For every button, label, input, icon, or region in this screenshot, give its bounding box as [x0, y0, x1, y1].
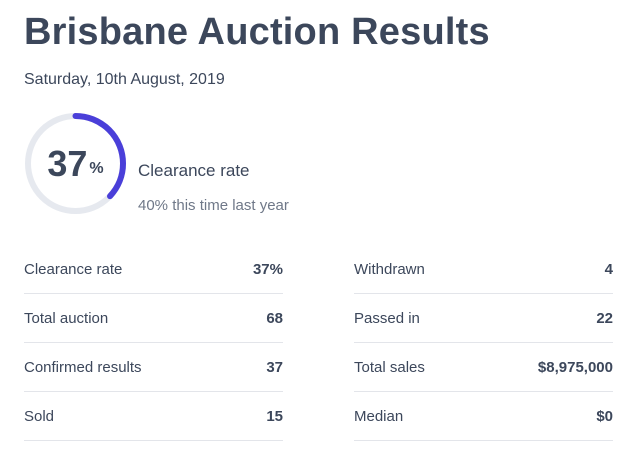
stat-label: Passed in [354, 309, 420, 327]
page-title: Brisbane Auction Results [24, 11, 490, 53]
clearance-rate-comparison: 40% this time last year [138, 197, 289, 214]
stat-label: Withdrawn [354, 260, 425, 278]
clearance-rate-gauge: 37 % [24, 112, 127, 215]
gauge-value-number: 37 [47, 142, 88, 184]
stat-value: 37% [252, 260, 283, 278]
stat-label: Median [354, 407, 404, 425]
stat-row-sold: Sold 15 [24, 392, 283, 441]
gauge-value: 37 % [24, 112, 127, 215]
auction-date: Saturday, 10th August, 2019 [24, 71, 225, 88]
gauge-ring [25, 113, 126, 214]
gauge-value-unit: % [89, 159, 104, 177]
stat-label: Clearance rate [24, 260, 123, 278]
stat-row-passed-in: Passed in 22 [354, 294, 613, 343]
stat-row-withdrawn: Withdrawn 4 [354, 245, 613, 294]
gauge-fill [25, 113, 126, 214]
stat-row-confirmed-results: Confirmed results 37 [24, 343, 283, 392]
stat-value: 37 [266, 358, 283, 376]
stat-value: 15 [266, 407, 283, 425]
stats-table-right: Withdrawn 4 Passed in 22 Total sales $8,… [354, 245, 613, 441]
stat-row-clearance-rate: Clearance rate 37% [24, 245, 283, 294]
stat-value: $0 [596, 407, 613, 425]
stat-label: Total sales [354, 358, 425, 376]
stat-label: Confirmed results [24, 358, 142, 376]
stat-row-total-auction: Total auction 68 [24, 294, 283, 343]
stat-row-median: Median $0 [354, 392, 613, 441]
stat-value: 68 [266, 309, 283, 327]
stat-label: Total auction [24, 309, 109, 327]
stat-value: 4 [604, 260, 613, 278]
stat-label: Sold [24, 407, 55, 425]
clearance-rate-label: Clearance rate [138, 161, 250, 180]
stat-row-total-sales: Total sales $8,975,000 [354, 343, 613, 392]
stat-value: $8,975,000 [537, 358, 613, 376]
stat-value: 22 [596, 309, 613, 327]
stats-table-left: Clearance rate 37% Total auction 68 Conf… [24, 245, 283, 441]
